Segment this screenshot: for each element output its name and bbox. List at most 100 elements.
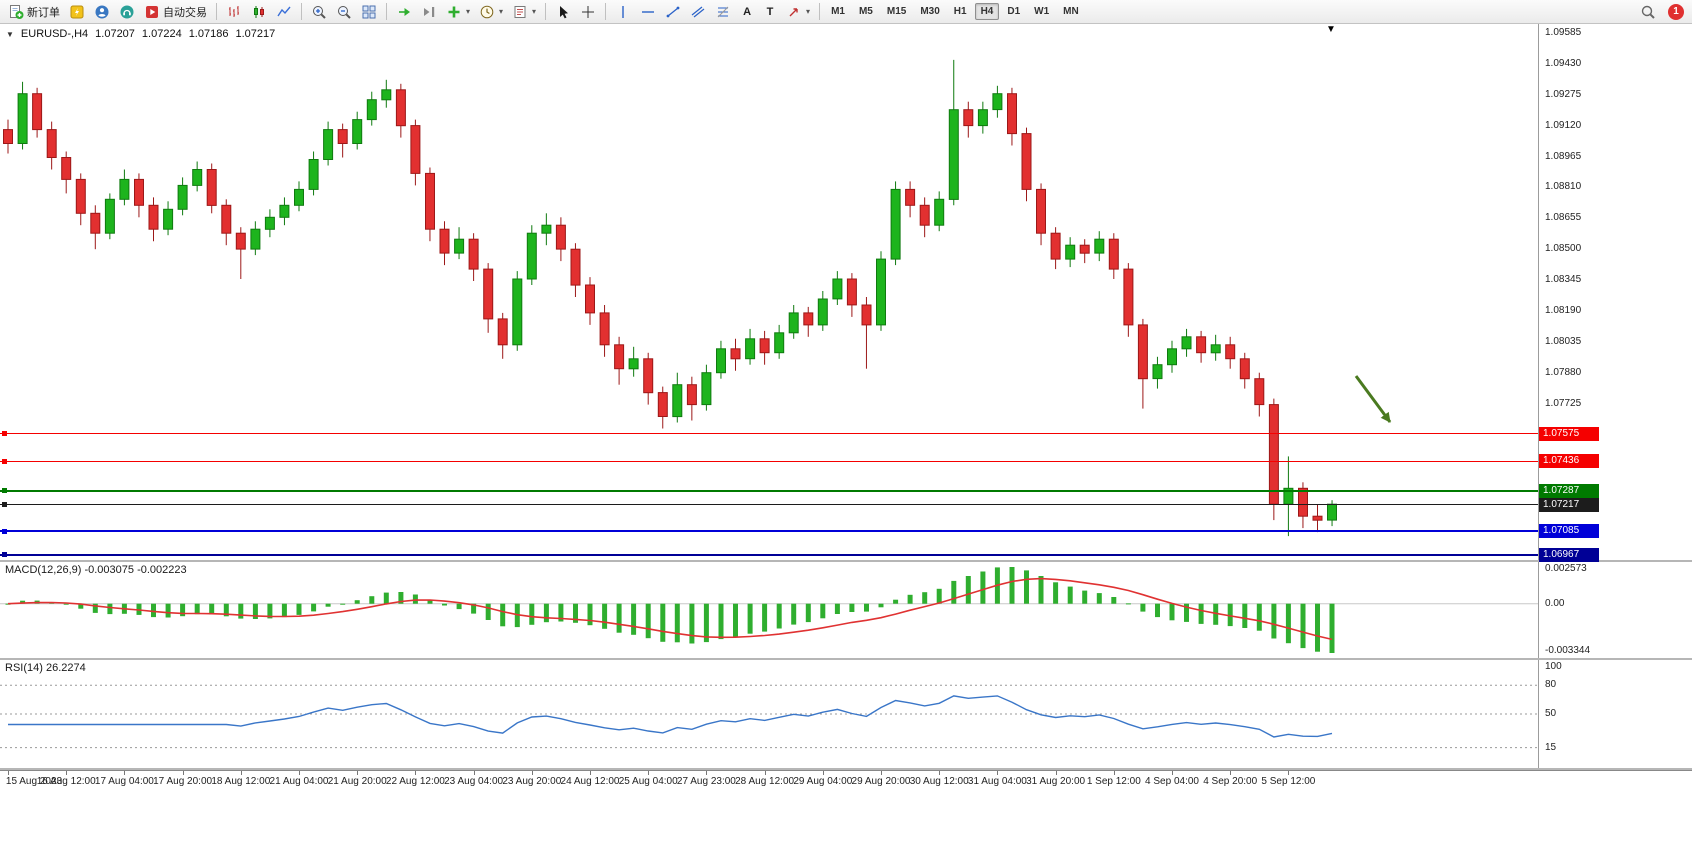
candle (1094, 231, 1105, 262)
templates-button[interactable]: ▾ (508, 2, 540, 22)
cursor-button[interactable] (551, 2, 575, 22)
hline-1.07287[interactable] (0, 489, 1538, 492)
candlestick-chart-button[interactable] (247, 2, 271, 22)
candle (1036, 183, 1046, 246)
search-button[interactable] (1636, 2, 1660, 22)
candlestick-chart[interactable] (0, 24, 1538, 560)
time-label: 5 Sep 12:00 (1261, 776, 1316, 787)
hline-1.06967[interactable] (0, 553, 1538, 556)
new-order-button[interactable]: 新订单 (4, 2, 64, 22)
time-label: 1 Sep 12:00 (1086, 776, 1141, 787)
candle (497, 312, 508, 359)
bar-chart-button[interactable] (222, 2, 246, 22)
profile-button[interactable] (90, 2, 114, 22)
hline-1.07436[interactable] (0, 460, 1538, 462)
candle (32, 87, 43, 138)
macd-axis-label: -0.003344 (1545, 645, 1591, 656)
trendline-button[interactable] (661, 2, 685, 22)
time-label: 18 Aug 12:00 (211, 776, 271, 787)
time-tick (124, 771, 126, 775)
time-tick (1288, 771, 1290, 775)
autotrading-label: 自动交易 (163, 6, 207, 19)
hline-handle[interactable] (2, 502, 7, 508)
candle (119, 169, 130, 206)
horizontal-line-button[interactable] (636, 2, 660, 22)
dropdown-caret-icon: ▾ (806, 7, 811, 16)
label-tool-icon: T (766, 5, 774, 18)
crosshair-button[interactable] (576, 2, 600, 22)
price-chart-panel[interactable]: ▼ EURUSD-,H4 1.07207 1.07224 1.07186 1.0… (0, 24, 1692, 562)
timeframe-H1[interactable]: H1 (948, 3, 973, 20)
rsi-axis-label: 50 (1545, 708, 1557, 719)
bar-chart-icon (226, 4, 242, 20)
hline-1.07575[interactable] (0, 433, 1538, 434)
hline-handle[interactable] (2, 431, 7, 436)
candle (148, 197, 159, 242)
candle (279, 197, 290, 226)
notifications-badge[interactable]: 1 (1668, 3, 1684, 20)
macd-panel[interactable]: MACD(12,26,9) -0.003075 -0.002223 0.0025… (0, 562, 1692, 658)
zoom-in-button[interactable] (307, 2, 331, 22)
periods-button[interactable]: ▾ (475, 2, 507, 22)
time-tick (240, 771, 242, 775)
candle (905, 181, 916, 218)
new-order-label: 新订单 (27, 6, 60, 19)
panel-divider[interactable] (0, 768, 1692, 770)
candle (177, 177, 188, 216)
candle (352, 111, 363, 150)
vertical-line-button[interactable] (611, 2, 635, 22)
price-tick-label: 1.08500 (1545, 243, 1582, 255)
autotrading-button[interactable]: 自动交易 (140, 2, 211, 22)
hline-handle[interactable] (2, 488, 7, 494)
hline-1.07085[interactable] (0, 530, 1538, 533)
time-axis[interactable]: 15 Aug 2023 16 Aug 12:00 17 Aug 04:00 17 Au… (0, 770, 1692, 797)
hline-1.07217[interactable] (0, 504, 1538, 506)
hline-handle[interactable] (2, 552, 7, 558)
timeframe-MN[interactable]: MN (1057, 3, 1085, 20)
one-click-trading-toggle[interactable]: ▼ (6, 29, 14, 39)
candle (788, 305, 799, 339)
channel-button[interactable] (686, 2, 710, 22)
time-tick (590, 771, 591, 775)
timeframe-W1[interactable]: W1 (1028, 3, 1055, 20)
panel-divider[interactable] (0, 658, 1692, 660)
timeframe-M30[interactable]: M30 (914, 3, 945, 20)
fibonacci-button[interactable] (711, 2, 735, 22)
hline-handle[interactable] (2, 528, 7, 534)
zoom-out-button[interactable] (332, 2, 356, 22)
time-tick (822, 771, 824, 775)
candle (1123, 263, 1134, 337)
auto-scroll-button[interactable] (392, 2, 416, 22)
chart-shift-button[interactable] (417, 2, 441, 22)
candle (861, 297, 872, 369)
panel-divider[interactable] (0, 560, 1692, 562)
candle (235, 227, 246, 279)
macd-axis-label: 0.00 (1545, 597, 1565, 609)
label-tool-button[interactable]: T (759, 2, 781, 22)
price-tick-label: 1.08035 (1545, 335, 1582, 347)
timeframe-D1[interactable]: D1 (1001, 3, 1026, 20)
timeframe-M5[interactable]: M5 (853, 3, 879, 20)
candle (1268, 398, 1279, 521)
candle (1167, 340, 1177, 373)
candle (294, 181, 304, 212)
line-chart-button[interactable] (272, 2, 296, 22)
candle (643, 352, 654, 405)
hline-handle[interactable] (2, 458, 7, 464)
tile-windows-button[interactable] (357, 2, 381, 22)
macd-chart[interactable] (0, 562, 1538, 658)
indicators-button[interactable]: ▾ (442, 2, 474, 22)
dropdown-caret-icon: ▾ (532, 7, 537, 16)
timeframe-M15[interactable]: M15 (881, 3, 912, 20)
rsi-panel[interactable]: RSI(14) 26.2274 100 80 50 15 (0, 660, 1692, 768)
rsi-chart[interactable] (0, 660, 1538, 768)
arrows-tool-button[interactable]: ▾ (782, 2, 814, 22)
metaeditor-button[interactable] (65, 2, 89, 22)
text-tool-button[interactable]: A (736, 2, 758, 22)
timeframe-M1[interactable]: M1 (825, 3, 851, 20)
community-button[interactable] (115, 2, 139, 22)
chart-shift-icon (421, 4, 437, 20)
candle (555, 217, 566, 262)
timeframe-H4[interactable]: H4 (974, 3, 1000, 20)
time-label: 17 Aug 20:00 (153, 776, 213, 787)
